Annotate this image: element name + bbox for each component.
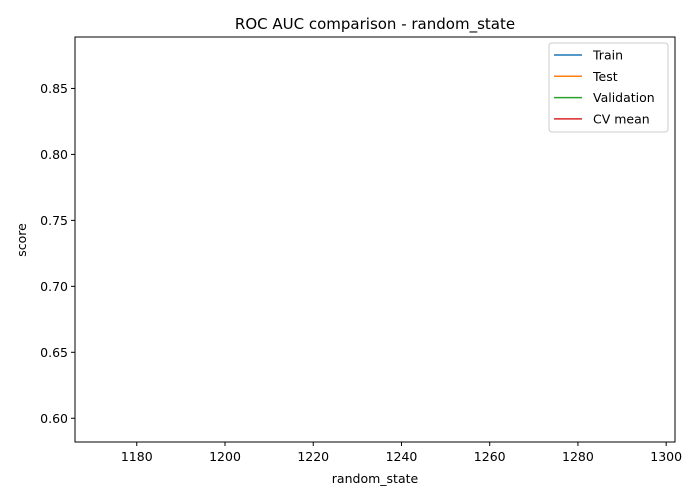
legend-label: Test [592,69,618,84]
y-tick-label: 0.65 [40,345,68,360]
x-tick-label: 1280 [562,449,594,464]
legend-label: CV mean [593,111,650,126]
x-tick-label: 1180 [121,449,153,464]
legend: Train Test Validation CV mean [548,42,669,133]
plot-frame [74,36,676,443]
y-tick-label: 0.80 [40,147,68,162]
plot-area [74,36,676,443]
x-axis-label: random_state [332,471,419,486]
x-tick-label: 1240 [386,449,418,464]
y-tick-label: 0.85 [40,81,68,96]
legend-frame [548,42,669,133]
legend-label: Train [592,48,623,63]
x-tick-label: 1220 [297,449,329,464]
x-tick-label: 1200 [209,449,241,464]
y-tick-label: 0.60 [40,411,68,426]
y-tick-label: 0.75 [40,213,68,228]
y-tick-label: 0.70 [40,279,68,294]
legend-label: Validation [593,90,655,105]
y-axis-label: score [14,223,29,257]
y-axis-ticks: 0.60 0.65 0.70 0.75 0.80 0.85 [40,81,75,426]
x-axis-ticks: 1180 1200 1220 1240 1260 1280 1300 [121,442,682,464]
chart-title: ROC AUC comparison - random_state [235,15,515,34]
x-tick-label: 1260 [474,449,506,464]
x-tick-label: 1300 [650,449,682,464]
